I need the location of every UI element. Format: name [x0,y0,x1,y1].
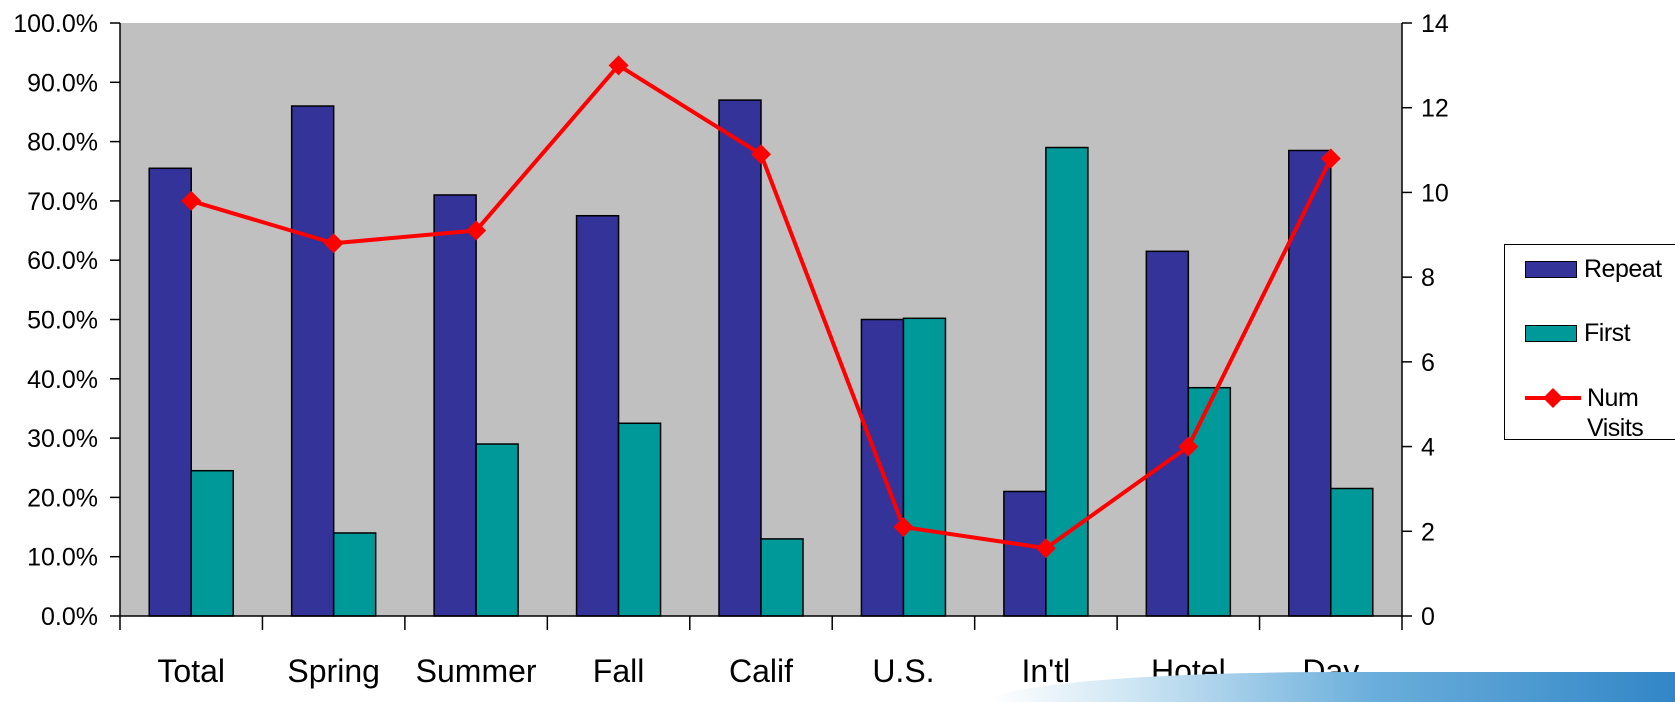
bar-first-4 [760,538,804,617]
y-left-tick-label: 10.0% [27,544,98,572]
line-layer [181,55,1341,559]
x-tick-label: Total [157,653,225,689]
point-num-visits-4 [751,144,771,165]
legend-swatch-repeat [1525,260,1577,278]
y-left-tick-label: 30.0% [27,425,98,453]
bar-repeat-4 [718,99,762,617]
y-right-tick-label: 4 [1421,434,1435,462]
y-left-tick-label: 80.0% [27,129,98,157]
legend-label-repeat: Repeat [1584,254,1662,283]
legend-label-num-visits: Num Visits [1587,384,1644,440]
y-left-tick-label: 100.0% [13,10,98,38]
bar-first-3 [617,422,662,617]
legend-label-first: First [1584,318,1631,347]
y-right-tick-label: 0 [1421,603,1435,631]
x-tick-label: Spring [287,653,380,689]
x-tick-label: Calif [729,653,793,689]
bar-repeat-7 [1145,250,1190,617]
x-tick-label: Summer [416,653,537,689]
point-num-visits-6 [1035,538,1056,559]
x-tick-label: U.S. [872,653,934,689]
bar-repeat-2 [433,194,477,617]
point-num-visits-0 [181,190,202,211]
point-num-visits-7 [1178,436,1199,457]
y-right-tick-label: 10 [1421,179,1449,207]
x-tick-label: Fall [593,653,645,689]
bar-first-6 [1045,146,1089,617]
legend-item-num-visits: Num Visits [1525,383,1665,440]
bar-first-2 [475,443,519,617]
bar-first-8 [1330,487,1374,617]
y-right-tick-label: 12 [1421,95,1449,123]
y-left-tick-label: 50.0% [27,307,98,335]
legend-item-repeat: Repeat [1525,254,1662,284]
y-right-tick-label: 6 [1421,349,1435,377]
y-right-tick-label: 14 [1421,10,1449,38]
y-right-tick-label: 8 [1421,264,1435,292]
legend: Repeat First Num Visits [1504,244,1675,440]
y-left-tick-label: 70.0% [27,188,98,216]
bar-first-5 [902,317,947,617]
axes-layer [110,22,1412,630]
legend-swatch-first [1525,324,1577,342]
y-left-tick-label: 20.0% [27,484,98,512]
point-num-visits-1 [323,233,344,254]
y-left-tick-label: 60.0% [27,247,98,275]
legend-swatch-num-visits [1525,383,1581,408]
bar-first-0 [190,469,234,617]
tick-label-layer: 0.0% 10.0% 20.0% 30.0% 40.0% 50.0% 60.0% 70.0% 8… [13,10,1449,689]
point-num-visits-2 [466,220,487,241]
point-num-visits-8 [1320,148,1341,169]
y-right-tick-label: 2 [1421,518,1435,546]
point-num-visits-5 [893,517,914,538]
point-num-visits-3 [608,55,629,76]
y-left-tick-label: 90.0% [27,69,98,97]
bar-repeat-1 [290,105,335,617]
bar-repeat-0 [148,167,192,617]
legend-item-first: First [1525,318,1631,348]
bar-repeat-3 [575,214,620,617]
bar-repeat-8 [1288,149,1332,617]
y-left-tick-label: 0.0% [41,603,98,631]
bar-first-7 [1187,386,1232,617]
y-left-tick-label: 40.0% [27,366,98,394]
bar-first-1 [332,532,377,617]
bar-repeat-6 [1003,490,1047,617]
